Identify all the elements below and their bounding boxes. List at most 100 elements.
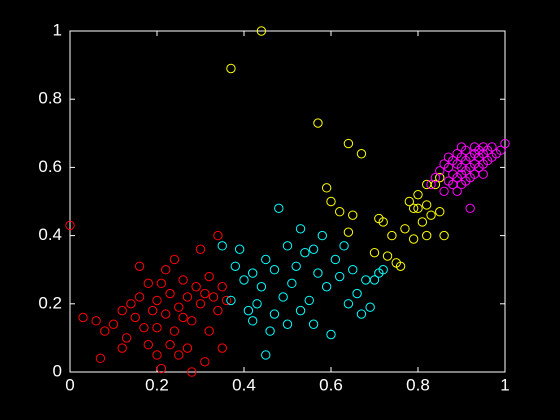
point xyxy=(256,282,267,292)
point xyxy=(495,145,506,156)
point xyxy=(413,189,423,200)
x-tick-label: 0 xyxy=(65,375,74,394)
point xyxy=(213,230,223,241)
point xyxy=(422,200,432,210)
point xyxy=(143,340,154,350)
point xyxy=(321,183,332,193)
point xyxy=(178,275,188,285)
point xyxy=(417,217,428,227)
x-tick-label: 1 xyxy=(500,375,509,394)
point xyxy=(91,316,101,326)
point xyxy=(256,26,267,36)
point xyxy=(226,63,236,74)
point xyxy=(182,292,193,302)
point xyxy=(348,265,358,275)
point xyxy=(443,152,454,162)
y-tick-label: 0.8 xyxy=(38,89,62,108)
point xyxy=(161,265,171,275)
point xyxy=(169,326,180,336)
point xyxy=(343,299,354,309)
point xyxy=(317,230,327,241)
point xyxy=(265,326,275,336)
point xyxy=(500,138,510,149)
point xyxy=(221,295,232,306)
point xyxy=(282,319,293,329)
point xyxy=(278,292,288,302)
point xyxy=(204,271,214,282)
point xyxy=(378,217,388,227)
point xyxy=(182,343,193,353)
point xyxy=(217,343,227,353)
point xyxy=(165,288,175,299)
point xyxy=(226,295,236,306)
point xyxy=(308,319,319,329)
point xyxy=(269,265,280,275)
point xyxy=(200,357,210,367)
point xyxy=(174,350,184,360)
point xyxy=(143,278,154,289)
point xyxy=(269,309,280,319)
point xyxy=(439,186,449,196)
point xyxy=(430,172,441,183)
point xyxy=(400,224,410,234)
axes-box xyxy=(69,30,506,373)
point xyxy=(465,203,475,214)
point xyxy=(439,230,449,241)
point xyxy=(348,210,358,220)
point xyxy=(217,241,227,251)
point xyxy=(304,295,314,306)
point xyxy=(252,299,262,309)
point xyxy=(152,322,162,333)
point xyxy=(456,142,467,152)
point xyxy=(426,179,436,190)
point xyxy=(195,299,206,309)
point xyxy=(308,244,319,254)
x-tick-label: 0.8 xyxy=(406,375,430,394)
point xyxy=(295,224,306,234)
point xyxy=(443,162,454,173)
point xyxy=(187,316,197,326)
point xyxy=(378,265,388,275)
point xyxy=(300,247,310,258)
point xyxy=(343,227,354,237)
point xyxy=(404,196,414,207)
point xyxy=(356,149,367,159)
point xyxy=(369,275,380,285)
point xyxy=(126,299,136,309)
point xyxy=(195,244,206,254)
point xyxy=(243,305,254,316)
point xyxy=(165,340,175,350)
point xyxy=(134,292,145,302)
point xyxy=(147,305,158,316)
point xyxy=(217,282,227,292)
point xyxy=(335,207,345,217)
point xyxy=(335,271,345,282)
point xyxy=(313,268,323,278)
y-tick-label: 0.6 xyxy=(38,157,62,176)
point xyxy=(100,326,110,336)
point xyxy=(356,309,367,319)
point xyxy=(343,138,354,149)
point xyxy=(330,254,341,265)
point xyxy=(422,230,432,241)
x-tick-label: 0.6 xyxy=(319,375,343,394)
point xyxy=(108,319,119,329)
point xyxy=(282,241,293,251)
point xyxy=(291,261,301,271)
point xyxy=(395,261,406,271)
point xyxy=(130,312,140,323)
point xyxy=(65,220,75,231)
point xyxy=(213,305,223,316)
point xyxy=(191,282,201,292)
point xyxy=(387,230,397,241)
point xyxy=(435,207,445,217)
point xyxy=(326,329,336,340)
point xyxy=(321,282,332,292)
point xyxy=(295,305,306,316)
point xyxy=(408,234,419,244)
point xyxy=(156,363,167,374)
point xyxy=(435,172,445,183)
point xyxy=(248,316,258,326)
point xyxy=(361,275,371,285)
point xyxy=(422,179,432,190)
